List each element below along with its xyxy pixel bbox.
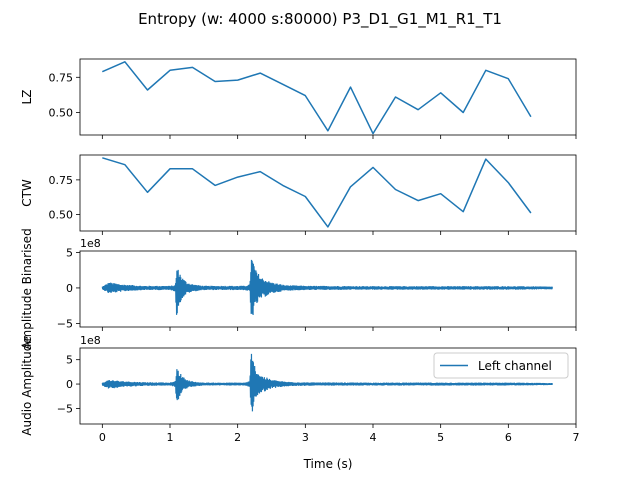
offset-text: 1e8 [80, 334, 101, 347]
figure-title: Entropy (w: 4000 s:80000) P3_D1_G1_M1_R1… [138, 10, 502, 29]
y-tick-label: 0 [66, 282, 73, 295]
y-tick-label: 0.75 [49, 174, 74, 187]
y-axis-label: Amplitude Binarised [20, 228, 34, 349]
axes-frame [79, 58, 577, 136]
series-line [102, 157, 532, 228]
y-tick-label: 0.50 [49, 106, 74, 119]
x-tick-label: 4 [369, 431, 376, 444]
offset-text: 1e8 [80, 237, 101, 250]
y-axis-label: CTW [20, 179, 34, 207]
y-axis-label: LZ [20, 90, 34, 105]
axes-frame [79, 250, 577, 328]
y-tick-label: 0.75 [49, 71, 74, 84]
y-tick-label: 0.50 [49, 208, 74, 221]
subplot-4: 0 1 2 3 4 5 6 7 −5 0 5 1e8 Audio Amplitude Left chann… [20, 334, 580, 444]
y-tick-label: −5 [57, 402, 73, 415]
y-tick-label: 5 [66, 354, 73, 367]
axes-frame [79, 347, 577, 425]
subplot-1: 0.50 0.75 LZ [20, 58, 577, 139]
y-axis-label: Audio Amplitude [20, 336, 34, 435]
subplot-3: −5 0 5 1e8 Amplitude Binarised [20, 228, 577, 350]
series-line [101, 61, 532, 135]
x-tick-label: 6 [505, 431, 512, 444]
waveform-line [101, 259, 553, 315]
legend: Left channel [433, 352, 569, 379]
legend-label: Left channel [478, 359, 552, 373]
subplot-2: 0.50 0.75 CTW [20, 154, 577, 235]
x-tick-label: 2 [234, 431, 241, 444]
x-tick-label: 7 [573, 431, 580, 444]
y-tick-label: −5 [57, 317, 73, 330]
x-tick-label: 5 [437, 431, 444, 444]
y-tick-label: 0 [66, 378, 73, 391]
x-tick-label: 0 [99, 431, 106, 444]
axes-frame [79, 154, 577, 232]
waveform-line [101, 353, 553, 412]
x-tick-label: 3 [302, 431, 309, 444]
x-axis-label: Time (s) [303, 457, 353, 471]
x-tick-label: 1 [166, 431, 173, 444]
y-tick-label: 5 [66, 246, 73, 259]
